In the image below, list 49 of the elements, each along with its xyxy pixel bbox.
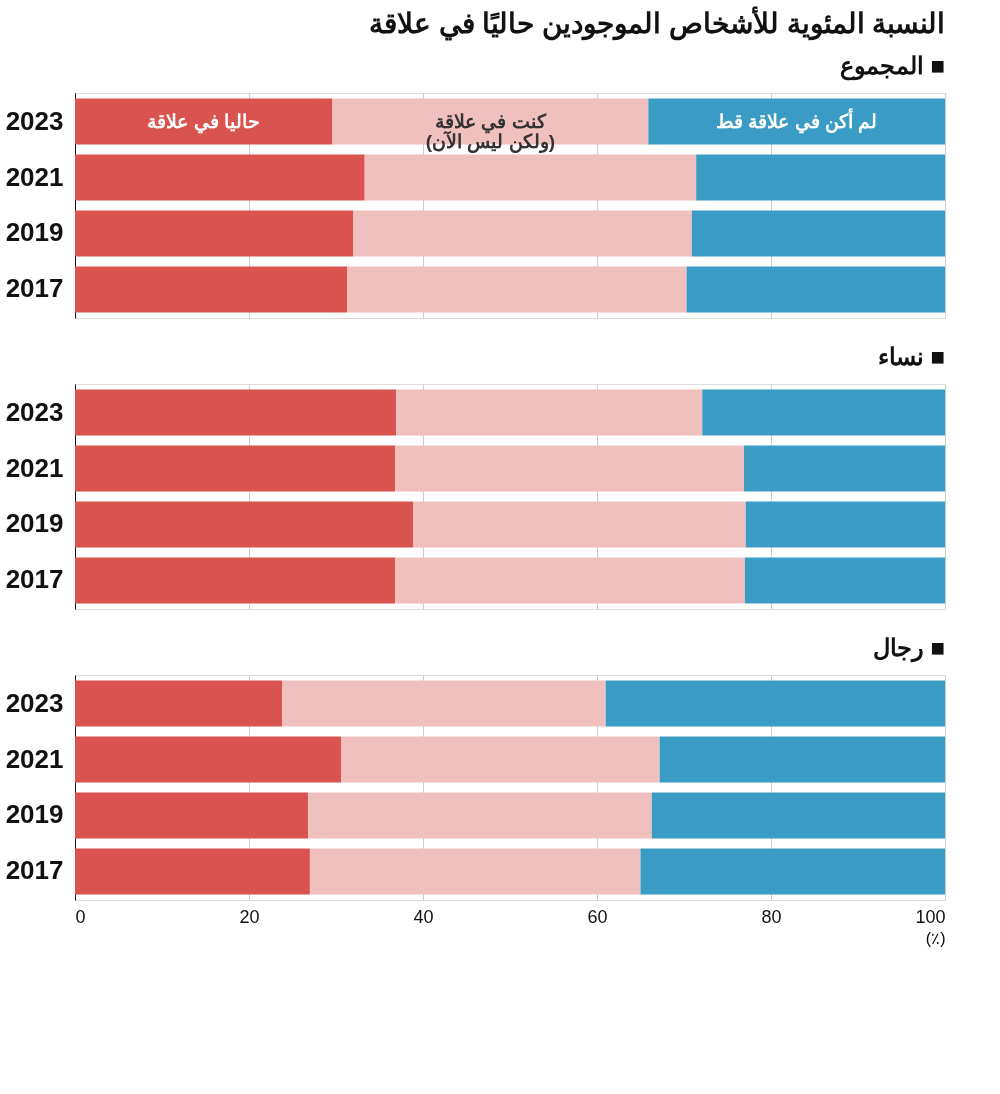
y-tick-label: 2019: [5, 508, 64, 539]
y-tick-label: 2017: [5, 273, 64, 304]
bar: [413, 501, 746, 548]
chart-title: النسبة المئوية للأشخاص الموجودين حاليًا في علاقة: [368, 5, 946, 41]
y-tick-label: 2021: [5, 161, 64, 192]
y-tick-label: 2017: [5, 564, 64, 595]
chart-subtitle: نساء ■: [877, 343, 945, 370]
bar: [396, 389, 703, 436]
chart-subtitle: المجموع ■: [839, 52, 945, 81]
bar: [745, 501, 945, 548]
bar: [395, 557, 745, 604]
y-tick-label: 2019: [5, 217, 64, 248]
y-tick-label: 2021: [5, 452, 64, 483]
bar: [75, 266, 348, 313]
bar: [347, 266, 687, 313]
x-tick-label: 60: [587, 906, 608, 927]
bar: [364, 154, 697, 201]
bar: [75, 445, 396, 492]
y-tick-label: 2019: [5, 799, 64, 830]
bar: [75, 98, 333, 145]
bar: [395, 445, 745, 492]
bar: [75, 557, 396, 604]
x-tick-label: 80: [761, 906, 782, 927]
bar: [686, 266, 945, 313]
bar: [75, 501, 414, 548]
bar: [696, 154, 945, 201]
bar: [702, 389, 945, 436]
bar: [744, 557, 945, 604]
x-tick-label: 100: [915, 906, 946, 927]
bar: [75, 210, 354, 257]
x-tick-label: 40: [413, 906, 434, 927]
chart-subtitle: رجال ■: [872, 634, 945, 663]
y-tick-label: 2021: [5, 743, 64, 774]
y-tick-label: 2023: [5, 396, 64, 427]
x-tick-label: 0: [75, 906, 86, 927]
bar: [691, 210, 945, 257]
y-tick-label: 2023: [5, 105, 64, 136]
x-tick-label: 20: [239, 906, 260, 927]
series-label: حاليا في علاقة: [147, 110, 261, 134]
bar: [75, 154, 365, 201]
series-label: لم أكن في علاقة قط: [716, 107, 878, 134]
bar: [75, 389, 397, 436]
bar: [744, 445, 945, 492]
bar: [353, 210, 692, 257]
y-tick-label: 2023: [5, 687, 64, 718]
y-tick-label: 2017: [5, 855, 64, 886]
bar: [648, 98, 945, 145]
x-axis-title: (٪): [925, 929, 946, 947]
series-label: كنت في علاقة (ولكن ليس الآن): [425, 110, 556, 153]
